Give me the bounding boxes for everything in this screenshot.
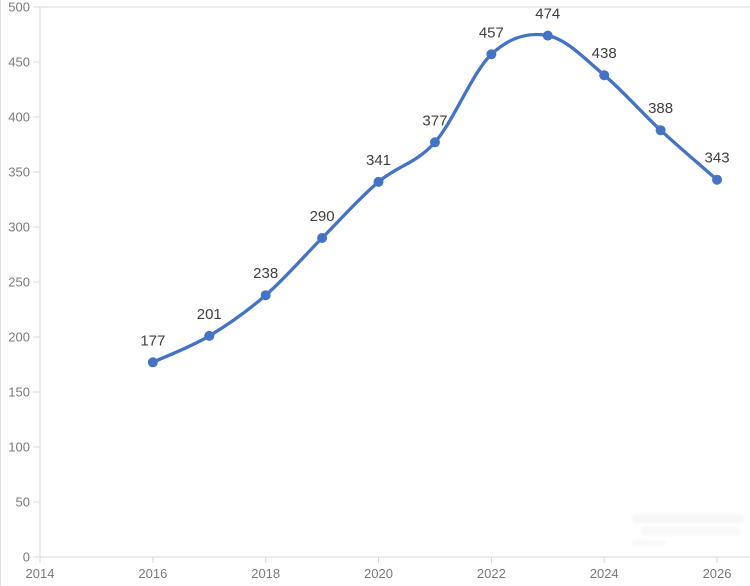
data-point-marker [373,176,384,187]
data-point-label: 388 [648,100,673,117]
x-axis-tick-label: 2022 [477,566,506,581]
y-axis-tick-label: 450 [8,55,30,70]
data-point-marker [317,233,328,243]
y-axis-tick-label: 50 [16,495,30,510]
y-axis-tick-label: 150 [8,385,30,400]
data-point-marker [542,30,553,41]
x-axis-tick-label: 2014 [26,566,55,581]
data-point-marker [655,125,666,136]
data-point-marker [260,290,271,301]
data-point-marker [429,137,440,148]
x-axis-tick-label: 2024 [590,566,619,581]
data-point-label: 474 [535,6,560,23]
data-point-label: 457 [479,24,504,41]
data-point-label: 177 [140,332,165,349]
data-point-label: 290 [310,208,335,225]
data-point-marker [599,70,610,81]
data-point-marker [204,330,215,341]
y-axis-tick-label: 400 [8,110,30,125]
y-axis-tick-label: 250 [8,275,30,290]
data-point-label: 238 [253,265,278,282]
y-axis-tick-label: 500 [8,0,30,15]
data-point-label: 201 [197,306,222,323]
y-axis-tick-label: 300 [8,220,30,235]
y-axis-tick-label: 100 [8,440,30,455]
y-axis-tick-label: 350 [8,165,30,180]
x-axis-tick-label: 2016 [138,566,167,581]
x-axis-tick-label: 2026 [703,566,732,581]
y-axis-tick-label: 200 [8,330,30,345]
series-line [151,32,719,364]
data-point-label: 377 [422,112,447,129]
y-axis-tick-label: 0 [23,550,30,565]
x-axis-tick-label: 2018 [251,566,280,581]
data-point-label: 341 [366,152,391,169]
data-point-marker [147,357,158,368]
data-point-label: 438 [592,45,617,62]
data-point-marker [712,174,723,185]
data-point-label: 343 [705,150,730,167]
data-point-marker [486,49,497,60]
x-axis-tick-label: 2020 [364,566,393,581]
